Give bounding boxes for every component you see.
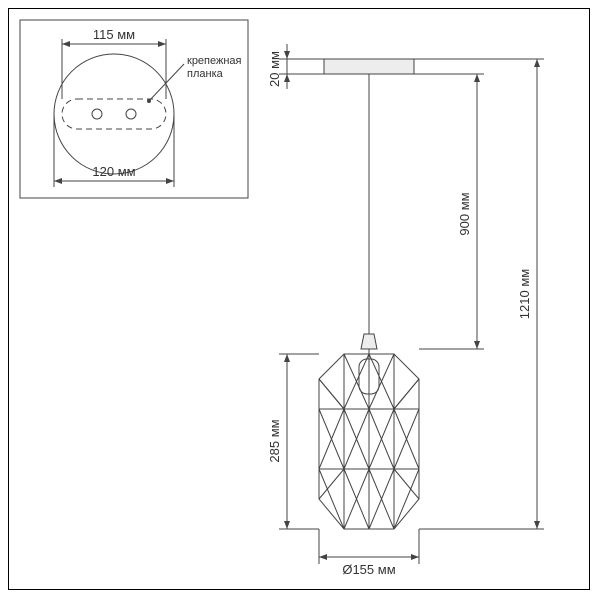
mounting-plate <box>62 99 166 129</box>
diagram-frame: 115 мм крепежная планка 120 мм <box>8 8 590 590</box>
canopy <box>324 59 414 74</box>
socket <box>361 334 377 349</box>
shade-height-label: 285 мм <box>267 419 282 462</box>
lamp-shade <box>319 349 419 529</box>
diameter-label: Ø155 мм <box>342 562 395 577</box>
plate-text-1: крепежная <box>187 55 242 67</box>
inset-diagram: 115 мм крепежная планка 120 мм <box>19 19 249 199</box>
cord-length-label: 900 мм <box>457 192 472 235</box>
plate-width-label: 115 мм <box>93 27 135 42</box>
canopy-height-label: 20 мм <box>267 51 282 87</box>
base-circle <box>54 54 174 174</box>
total-height-label: 1210 мм <box>517 269 532 319</box>
main-diagram: 20 мм 900 мм 285 мм 1210 мм Ø155 мм <box>249 19 589 579</box>
plate-text-2: планка <box>187 68 224 80</box>
screw-hole-right <box>126 109 136 119</box>
base-diameter-label: 120 мм <box>92 164 135 179</box>
screw-hole-left <box>92 109 102 119</box>
